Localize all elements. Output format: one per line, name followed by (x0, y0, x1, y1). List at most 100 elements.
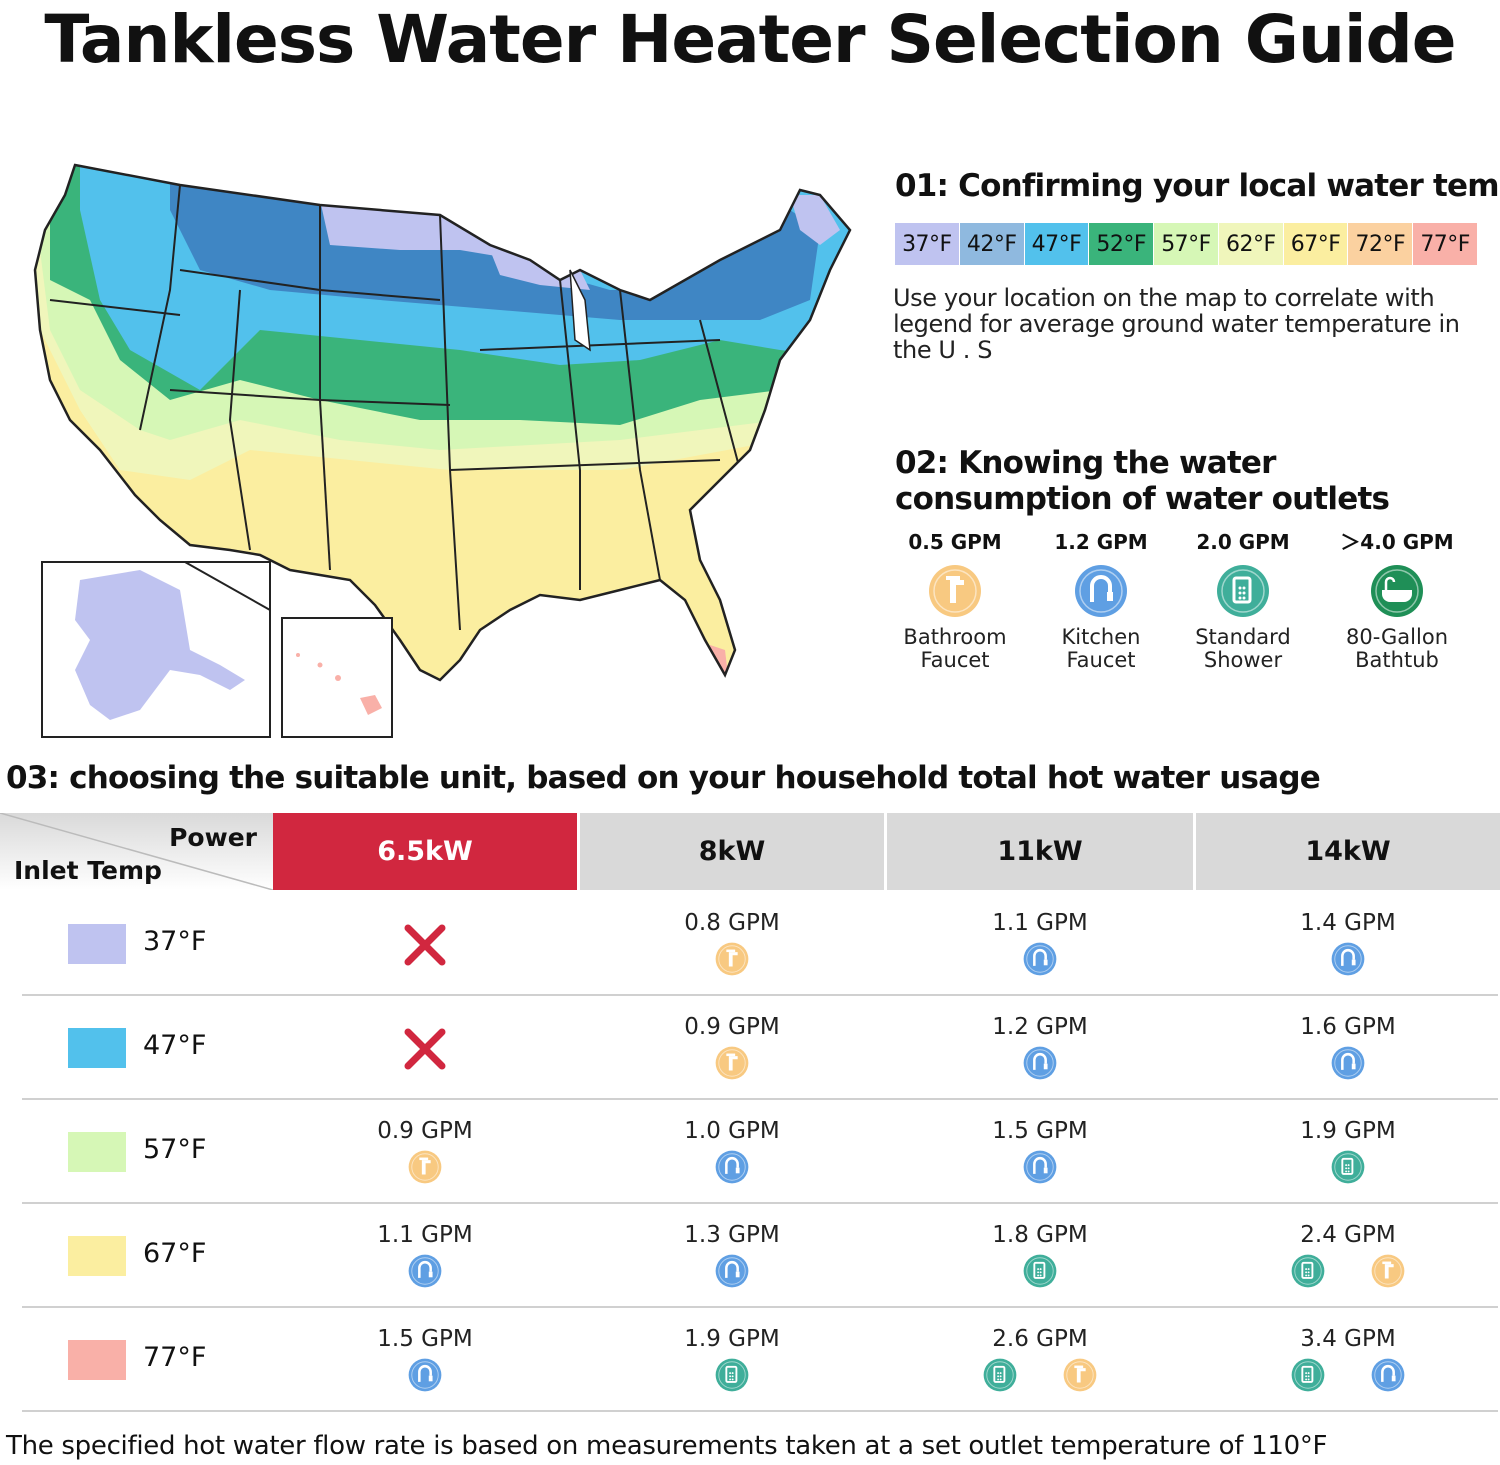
kitchen-faucet-icon (1074, 564, 1128, 618)
map-zone-37b (490, 250, 590, 290)
kitchen-faucet-icon (1331, 1046, 1365, 1080)
lake-michigan (569, 269, 591, 352)
flow-rate-cell: 1.6 GPM (1198, 1010, 1498, 1080)
outlet-standard-shower: 2.0 GPM Standard Shower (1168, 528, 1318, 672)
table-corner-header: Power Inlet Temp (0, 813, 273, 890)
legend-77: 77°F (1413, 223, 1479, 265)
temp-swatch (68, 1028, 126, 1068)
flow-rate-value: 3.4 GPM (1300, 1326, 1396, 1352)
kitchen-faucet-icon (1023, 1046, 1057, 1080)
not-supported-icon (402, 1026, 448, 1072)
legend-72: 72°F (1348, 223, 1414, 265)
legend-62: 62°F (1218, 223, 1284, 265)
legend-57: 57°F (1154, 223, 1219, 265)
section-01-heading: 01: Confirming your local water temp (895, 168, 1500, 204)
inlet-temp: 37°F (143, 926, 207, 957)
row-divider (22, 1306, 1498, 1308)
temp-swatch (68, 924, 126, 964)
kitchen-faucet-icon (408, 1358, 442, 1392)
shower-icon (1291, 1358, 1325, 1392)
us-outline (33, 163, 852, 682)
outlet-kitchen-faucet: 1.2 GPM Kitchen Faucet (1026, 528, 1176, 672)
outlet-list: 0.5 GPM Bathroom Faucet 1.2 GPM Kitchen Fa… (880, 528, 1480, 678)
bathroom-faucet-icon (715, 1046, 749, 1080)
flow-rate-cell: 3.4 GPM (1198, 1322, 1498, 1392)
outlet-gpm: 1.2 GPM (1054, 530, 1148, 554)
map-zone-37c (790, 195, 840, 245)
legend-67: 67°F (1283, 223, 1349, 265)
flow-rate-cell: 0.9 GPM (275, 1114, 575, 1184)
state-borders (49, 184, 741, 631)
flow-rate-cell: 1.9 GPM (1198, 1114, 1498, 1184)
row-divider (22, 994, 1498, 996)
kitchen-faucet-icon (1023, 1150, 1057, 1184)
shower-icon (1023, 1254, 1057, 1288)
bathtub-icon (1370, 564, 1424, 618)
flow-rate-cell: 1.2 GPM (890, 1010, 1190, 1080)
column-11kw: 11kW (887, 813, 1193, 890)
column-14kw: 14kW (1196, 813, 1500, 890)
kitchen-faucet-icon (1331, 942, 1365, 976)
shower-icon (1331, 1150, 1365, 1184)
bathroom-faucet-icon (1063, 1358, 1097, 1392)
flow-rate-value: 1.4 GPM (1300, 910, 1396, 936)
footnote: The specified hot water flow rate is bas… (6, 1431, 1328, 1461)
flow-rate-value: 0.9 GPM (684, 1014, 780, 1040)
outlet-label: Kitchen Faucet (1061, 625, 1141, 672)
flow-rate-value: 1.9 GPM (1300, 1118, 1396, 1144)
temp-swatch (68, 1236, 126, 1276)
flow-rate-value: 1.6 GPM (1300, 1014, 1396, 1040)
section-02-heading: 02: Knowing the water consumption of wat… (895, 445, 1390, 517)
flow-rate-value: 0.8 GPM (684, 910, 780, 936)
hawaii-inset (281, 617, 393, 738)
table-row: 47°F 0.9 GPM 1.2 GPM 1.6 GPM (0, 996, 1500, 1100)
flow-rate-cell: 1.1 GPM (275, 1218, 575, 1288)
flow-rate-value: 1.5 GPM (377, 1326, 473, 1352)
flow-rate-value: 1.9 GPM (684, 1326, 780, 1352)
outlet-label: 80-Gallon Bathtub (1345, 625, 1449, 672)
flow-rate-cell: 1.4 GPM (1198, 906, 1498, 976)
flow-rate-cell: 1.0 GPM (582, 1114, 882, 1184)
flow-rate-value: 1.1 GPM (992, 910, 1088, 936)
shower-icon (1291, 1254, 1325, 1288)
flow-rate-value: 1.5 GPM (992, 1118, 1088, 1144)
corner-diagonal (0, 813, 273, 890)
table-row: 67°F 1.1 GPM 1.3 GPM 1.8 GPM 2.4 GPM (0, 1204, 1500, 1308)
inlet-temp: 77°F (143, 1342, 207, 1373)
flow-rate-value: 0.9 GPM (377, 1118, 473, 1144)
table-header: Power Inlet Temp 6.5kW 8kW 11kW 14kW (0, 813, 1500, 890)
bathroom-faucet-icon (928, 564, 982, 618)
legend-37: 37°F (895, 223, 960, 265)
outlet-label: Bathroom Faucet (903, 625, 1007, 672)
flow-rate-cell: 2.6 GPM (890, 1322, 1190, 1392)
flow-rate-value: 1.3 GPM (684, 1222, 780, 1248)
shower-icon (983, 1358, 1017, 1392)
shower-icon (1216, 564, 1270, 618)
flow-rate-cell: 1.3 GPM (582, 1218, 882, 1288)
row-divider (22, 1410, 1498, 1412)
kitchen-faucet-icon (1023, 942, 1057, 976)
outlet-gpm: 2.0 GPM (1196, 530, 1290, 554)
flow-rate-cell: 2.4 GPM (1198, 1218, 1498, 1288)
outlet-gpm: ＞4.0 GPM (1340, 530, 1454, 554)
table-row: 77°F 1.5 GPM 1.9 GPM 2.6 GPM 3.4 GPM (0, 1308, 1500, 1412)
kitchen-faucet-icon (408, 1254, 442, 1288)
column-6-5kw: 6.5kW (273, 813, 577, 890)
flow-rate-value: 1.2 GPM (992, 1014, 1088, 1040)
flow-rate-value: 2.6 GPM (992, 1326, 1088, 1352)
flow-rate-value: 2.4 GPM (1300, 1222, 1396, 1248)
outlet-bathtub: ＞4.0 GPM 80-Gallon Bathtub (1322, 528, 1472, 672)
flow-rate-cell: 0.9 GPM (582, 1010, 882, 1080)
table-row: 57°F 0.9 GPM 1.0 GPM 1.5 GPM 1.9 GPM (0, 1100, 1500, 1204)
row-divider (22, 1202, 1498, 1204)
outlet-gpm: 0.5 GPM (908, 530, 1002, 554)
row-divider (22, 1098, 1498, 1100)
flow-rate-value: 1.8 GPM (992, 1222, 1088, 1248)
outlet-bathroom-faucet: 0.5 GPM Bathroom Faucet (880, 528, 1030, 672)
flow-rate-value: 1.0 GPM (684, 1118, 780, 1144)
us-map-graphic (33, 163, 852, 738)
legend-52: 52°F (1089, 223, 1155, 265)
kitchen-faucet-icon (1371, 1358, 1405, 1392)
temperature-legend: 37°F 42°F 47°F 52°F 57°F 62°F 67°F 72°F … (895, 223, 1479, 265)
flow-rate-cell: 1.1 GPM (890, 906, 1190, 976)
